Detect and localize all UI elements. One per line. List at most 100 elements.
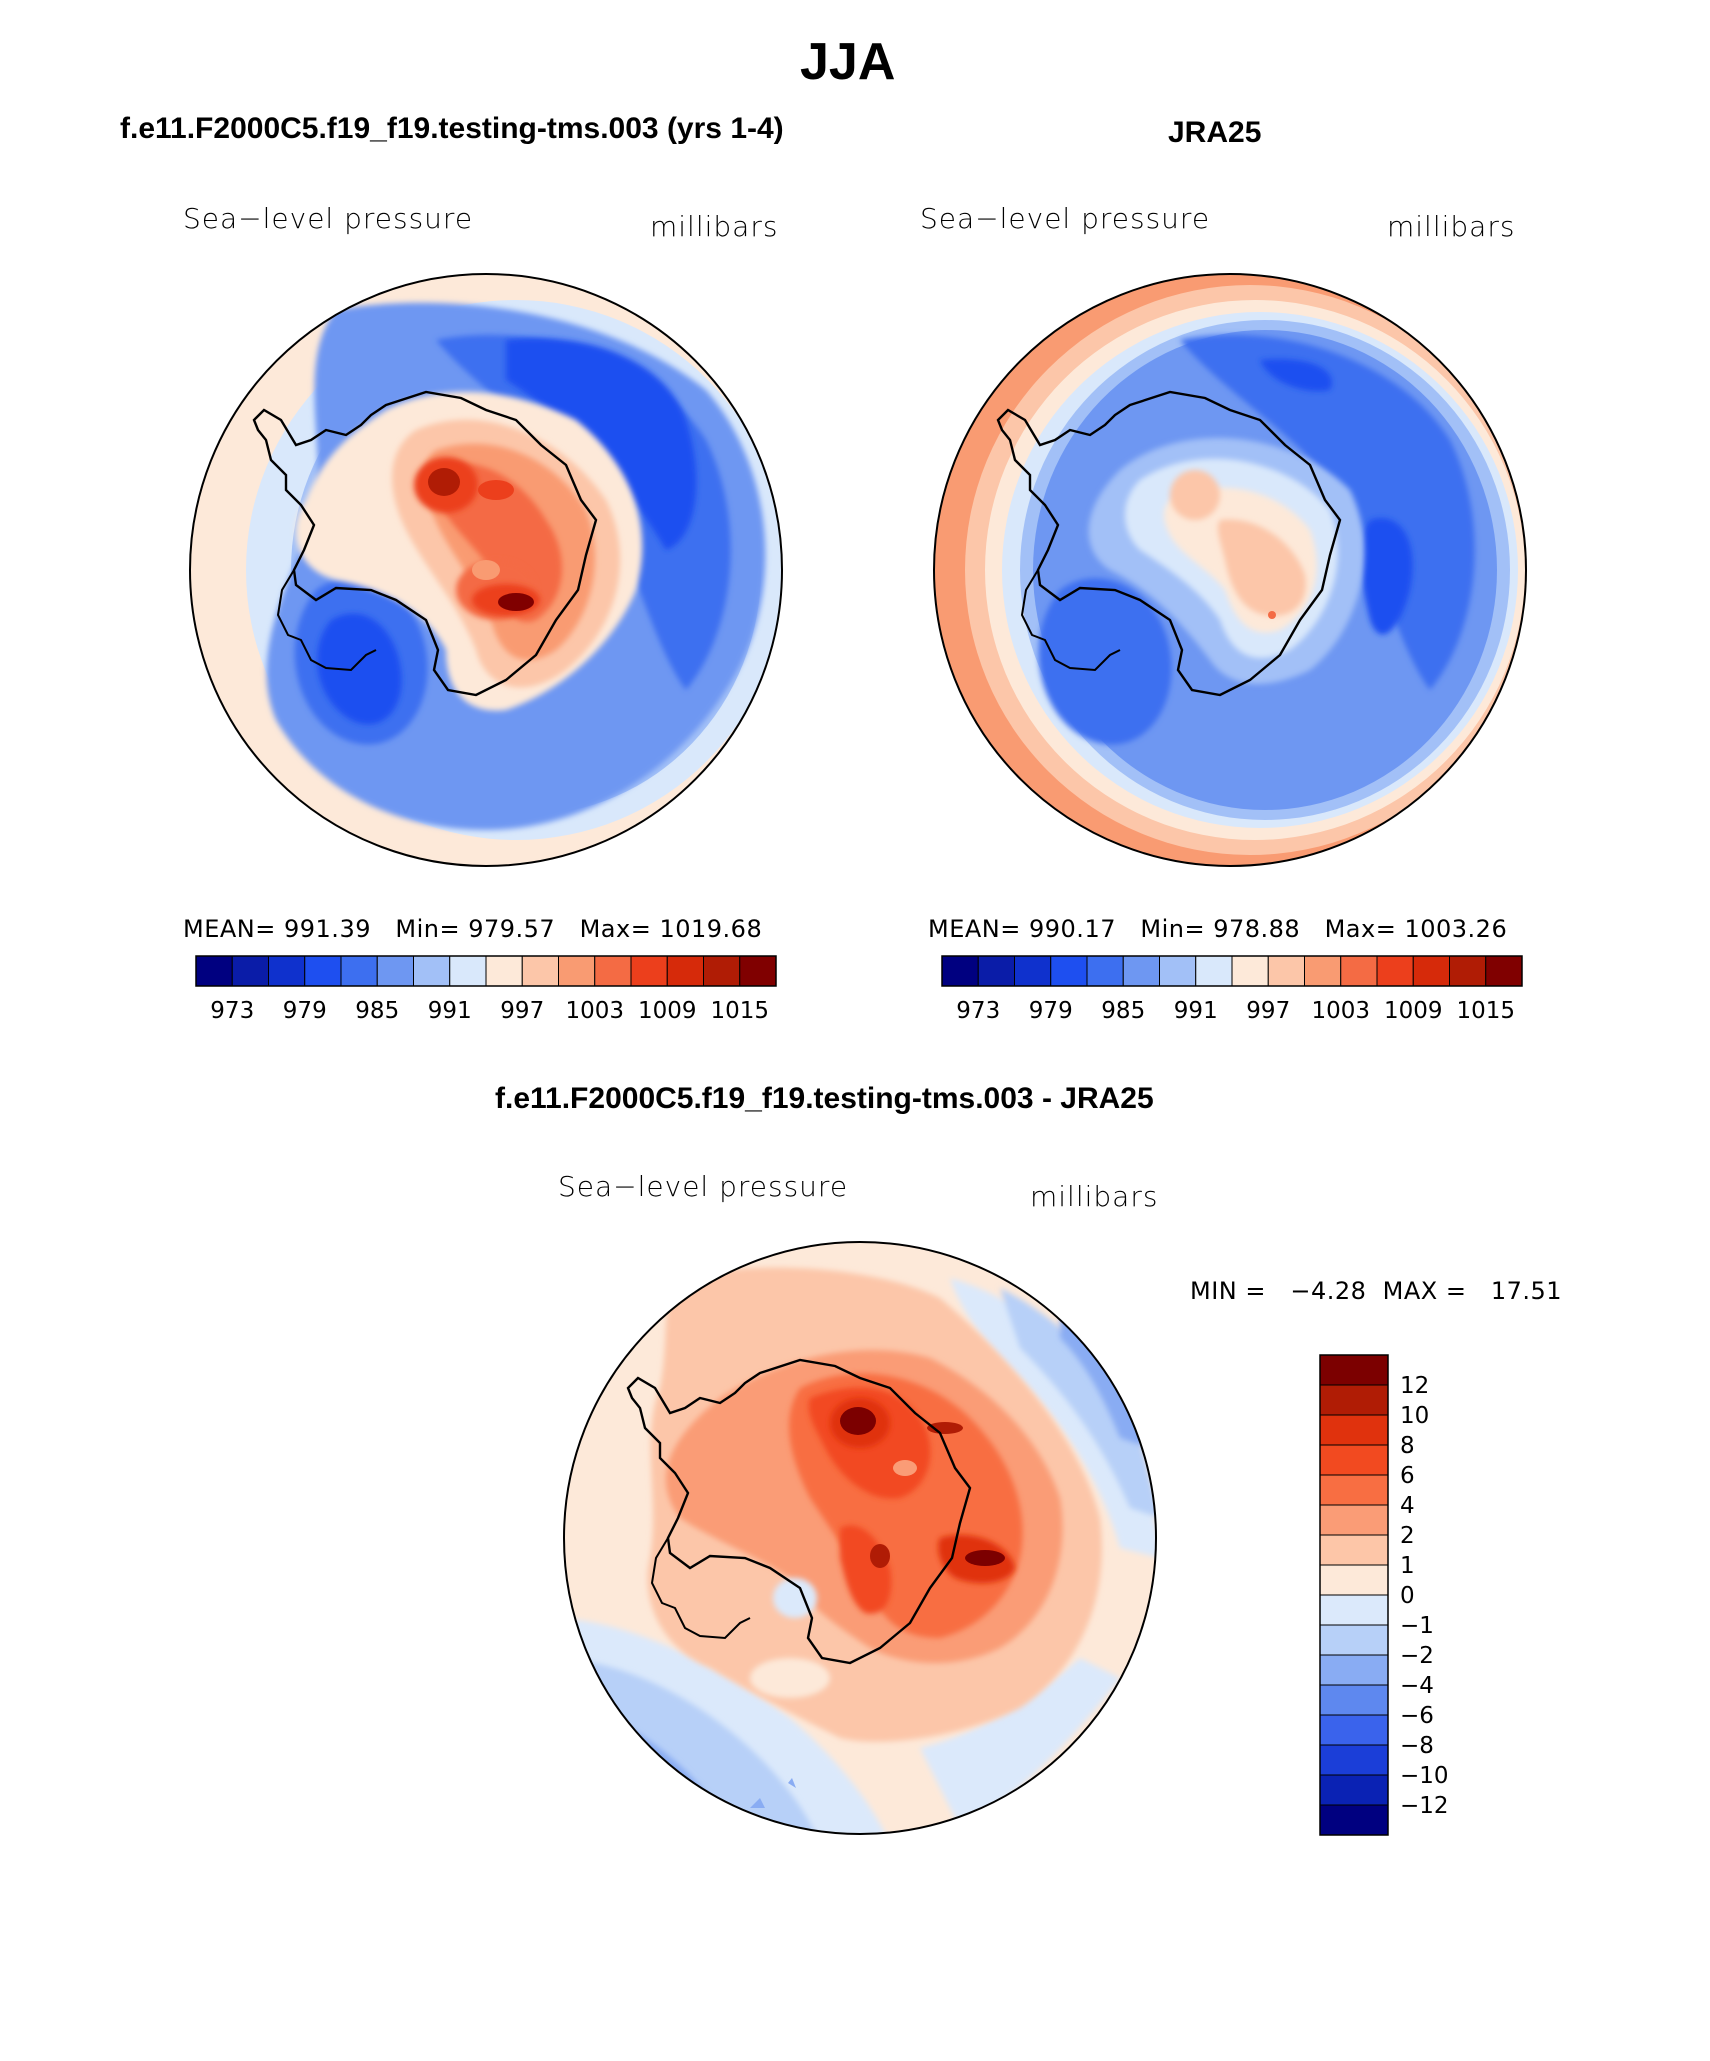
diff-colorbar-swatch [1319,1354,1389,1386]
diff-colorbar-tick-label: 4 [1400,1493,1415,1519]
panel2-max-label: Max= [1324,915,1397,943]
diff-colorbar-swatch [1319,1804,1389,1836]
colorbar-tick-label: 1015 [1456,998,1515,1024]
colorbar-swatch [1304,955,1342,987]
panel1-mean-value: 991.39 [284,915,371,943]
panel2-units-label: millibars [1387,210,1516,243]
colorbar-swatch [1231,955,1269,987]
diff-colorbar-swatch [1319,1444,1389,1476]
colorbar-swatch [630,955,668,987]
colorbar-tick-label: 973 [210,998,254,1024]
colorbar-swatch [413,955,451,987]
map-difference [563,1241,1157,1835]
panel2-max-value: 1003.26 [1404,915,1508,943]
colorbar-tick-label: 991 [1174,998,1218,1024]
diff-colorbar-tick-label: 8 [1400,1433,1415,1459]
colorbar-swatch [1159,955,1197,987]
panel1-variable-label: Sea−level pressure [183,202,474,235]
colorbar-swatch [1485,955,1523,987]
colorbar-swatch [521,955,559,987]
panel2-colorbar: 973 979 985 991 997 1003 1009 1015 [941,955,1523,1024]
panel2-min-value: 978.88 [1213,915,1301,943]
diff-colorbar-tick-label: −2 [1400,1643,1434,1669]
colorbar-swatch [1412,955,1450,987]
colorbar-swatch [340,955,378,987]
colorbar-swatch [485,955,523,987]
colorbar-swatch [1086,955,1124,987]
colorbar-swatch [1050,955,1088,987]
diff-colorbar-swatch [1319,1474,1389,1506]
panel2-mean-label: MEAN= [928,915,1021,943]
map-model-field [190,274,782,866]
diff-colorbar-tick-label: −6 [1400,1703,1434,1729]
colorbar-tick-label: 997 [500,998,544,1024]
panel2-min-label: Min= [1140,915,1206,943]
colorbar-tick-label: 1003 [1311,998,1370,1024]
colorbar-swatch [376,955,414,987]
diff-colorbar-swatch [1319,1744,1389,1776]
diff-colorbar-swatch [1319,1684,1389,1716]
panel2-stats: MEAN= 990.17 Min= 978.88 Max= 1003.26 [928,915,1507,943]
diff-colorbar-tick-label: 6 [1400,1463,1415,1489]
diff-colorbar-tick-label: 2 [1400,1523,1415,1549]
panel2-mean-value: 990.17 [1029,915,1116,943]
diff-colorbar-swatch [1319,1714,1389,1746]
colorbar-tick-label: 1015 [710,998,769,1024]
colorbar-frame [195,955,777,987]
panel1-min-label: Min= [395,915,461,943]
colorbar-tick-label: 985 [1101,998,1145,1024]
colorbar-swatch [1014,955,1052,987]
diff-colorbar-tick-label: 10 [1400,1403,1429,1429]
diff-colorbar-tick-label: −1 [1400,1613,1434,1639]
colorbar-swatch [739,955,777,987]
colorbar-tick-label: 991 [428,998,472,1024]
diff-colorbar-swatch [1319,1504,1389,1536]
page-title: JJA [800,33,896,91]
map-jra25-field [934,274,1526,866]
colorbar-swatch [449,955,487,987]
map-model [189,273,783,867]
diff-colorbar-swatch [1319,1534,1389,1566]
colorbar-swatch [1195,955,1233,987]
colorbar-swatch [1340,955,1378,987]
diff-colorbar-swatch [1319,1384,1389,1416]
panel1-max-value: 1019.68 [659,915,763,943]
diff-colorbar-tick-label: −4 [1400,1673,1434,1699]
diff-colorbar-tick-label: −8 [1400,1733,1434,1759]
panel3-units-label: millibars [1030,1180,1159,1213]
diff-colorbar-tick-label: 0 [1400,1583,1415,1609]
colorbar-swatch [268,955,306,987]
colorbar-swatch [1449,955,1487,987]
colorbar-tick-label: 985 [355,998,399,1024]
colorbar-tick-label: 997 [1246,998,1290,1024]
diff-colorbar-swatch [1319,1624,1389,1656]
colorbar-swatch [594,955,632,987]
panel1-units-label: millibars [650,210,779,243]
colorbar-swatch [231,955,269,987]
panel1-mean-label: MEAN= [183,915,276,943]
diff-colorbar-swatch [1319,1414,1389,1446]
diff-colorbar-swatch [1319,1564,1389,1596]
diff-colorbar-swatch [1319,1654,1389,1686]
diff-colorbar-swatch [1319,1774,1389,1806]
panel3-variable-label: Sea−level pressure [558,1170,849,1203]
map-jra25 [933,273,1527,867]
colorbar-swatch [558,955,596,987]
diff-colorbar-frame [1319,1354,1389,1836]
colorbar-tick-label: 979 [283,998,327,1024]
diff-colorbar-tick-label: −12 [1400,1793,1449,1819]
diff-colorbar-tick-label: 1 [1400,1553,1415,1579]
panel1-title: f.e11.F2000C5.f19_f19.testing-tms.003 (y… [120,112,784,145]
diff-colorbar-swatch [1319,1594,1389,1626]
panel1-min-value: 979.57 [468,915,556,943]
colorbar-swatch [941,955,979,987]
colorbar-tick-label: 1009 [638,998,697,1024]
map-difference-field [564,1242,1156,1834]
diff-colorbar-tick-label: 12 [1400,1373,1429,1399]
panel1-colorbar: 973 979 985 991 997 1003 1009 1015 [195,955,777,1024]
colorbar-swatch [1267,955,1305,987]
colorbar-tick-label: 1009 [1384,998,1443,1024]
panel3-title: f.e11.F2000C5.f19_f19.testing-tms.003 - … [495,1082,1154,1115]
panel2-title: JRA25 [1168,116,1262,149]
